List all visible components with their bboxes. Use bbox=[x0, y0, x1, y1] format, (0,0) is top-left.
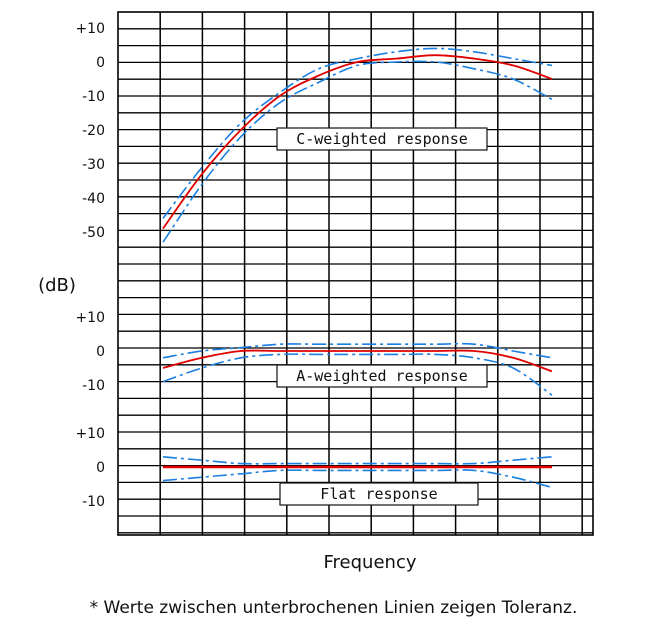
panel-label-box bbox=[276, 364, 488, 388]
panel-label-box bbox=[276, 127, 488, 151]
y-tick-label: 0 bbox=[96, 55, 105, 71]
y-tick-label: 0 bbox=[96, 344, 105, 360]
x-axis-title: Frequency bbox=[324, 552, 417, 573]
y-tick-label: -10 bbox=[82, 89, 105, 105]
panel-label: Flat response bbox=[320, 485, 437, 503]
y-tick-label: -20 bbox=[82, 123, 105, 139]
lower-tolerance-line bbox=[162, 469, 553, 489]
upper-tolerance-line bbox=[162, 342, 553, 359]
upper-tolerance-line bbox=[162, 47, 553, 219]
y-axis-ticks: +10 0 -10 -20 -30 -40 -50 +10 0 -10 +10 0 -10 bbox=[75, 21, 105, 510]
y-tick-label: 0 bbox=[96, 460, 105, 476]
response-line bbox=[162, 349, 553, 373]
tolerance-footnote: * Werte zwischen unterbrochenen Linien z… bbox=[89, 598, 578, 618]
y-tick-label: -10 bbox=[82, 494, 105, 510]
y-tick-label: -40 bbox=[82, 191, 105, 207]
y-tick-label: +10 bbox=[75, 21, 105, 37]
grid bbox=[117, 11, 594, 536]
y-tick-label: +10 bbox=[75, 426, 105, 442]
panel-label-box bbox=[279, 482, 479, 506]
response-line bbox=[162, 54, 553, 230]
lower-tolerance-line bbox=[162, 353, 553, 396]
response-curves bbox=[162, 47, 553, 489]
y-tick-label: -30 bbox=[82, 157, 105, 173]
panel-labels: C-weighted response A-weighted response Fl… bbox=[276, 127, 488, 506]
lower-tolerance-line bbox=[162, 60, 553, 243]
y-tick-label: -10 bbox=[82, 378, 105, 394]
panel-label: A-weighted response bbox=[296, 367, 468, 385]
plot-frame bbox=[117, 11, 594, 536]
y-tick-label: -50 bbox=[82, 225, 105, 241]
upper-tolerance-line bbox=[162, 456, 553, 465]
y-axis-title: (dB) bbox=[38, 275, 76, 296]
y-tick-label: +10 bbox=[75, 310, 105, 326]
panel-label: C-weighted response bbox=[296, 130, 468, 148]
